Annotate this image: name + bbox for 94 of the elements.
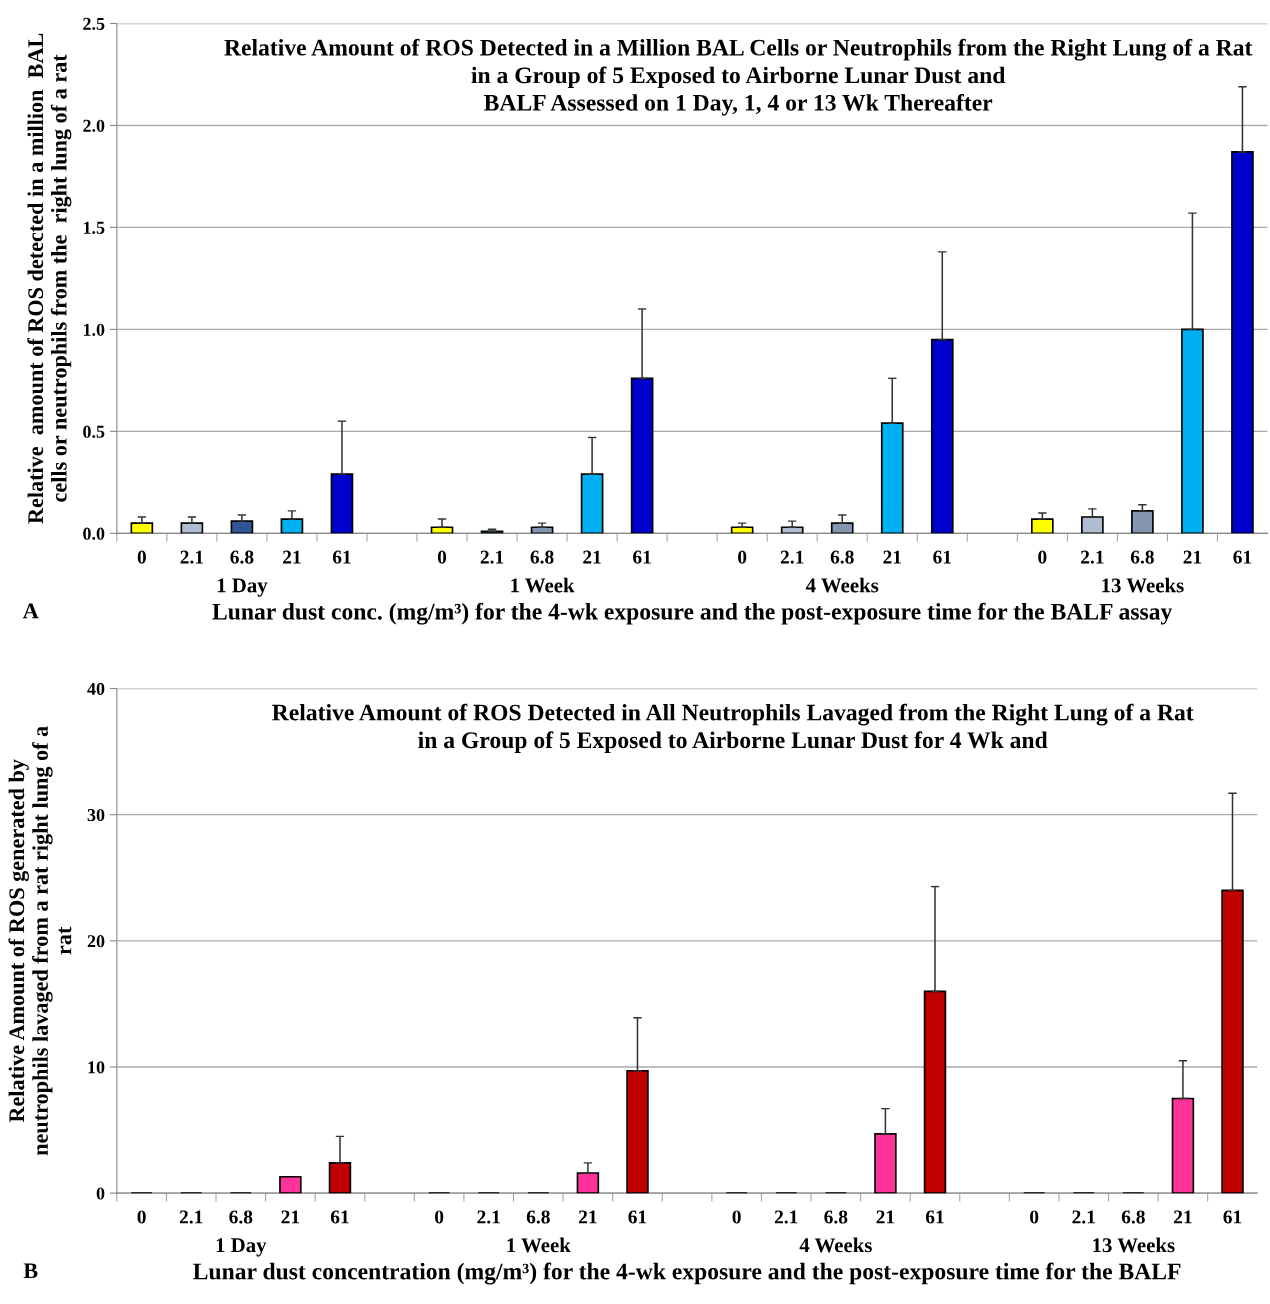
y-tick-label: 30 <box>87 808 105 822</box>
x-tick-label: 2.1 <box>1081 550 1104 564</box>
bar <box>630 377 654 534</box>
x-tick-label: 6.8 <box>229 1210 253 1224</box>
text: 1 Day <box>216 1238 267 1257</box>
x-tick-label: 61 <box>1233 550 1252 564</box>
bar <box>874 1133 897 1194</box>
bar <box>180 522 204 534</box>
x-tick-label: 0 <box>137 550 146 564</box>
x-tick-label: 6.8 <box>526 1210 550 1224</box>
x-tick-label: 0 <box>1038 550 1047 564</box>
bar <box>1081 516 1104 534</box>
bar <box>1131 510 1154 534</box>
bar <box>730 526 754 534</box>
text: Relative Amount of ROS Detected in a Million BAL Cells or Neutrophils from the Right Lung of a Rat in a Group of 5 Exposed to Airborne Lunar Dust and BALF Assessed on 1 Day, 1, 4 or 13 Wk Thereafter <box>224 38 1253 116</box>
text: 4 Weeks <box>805 577 879 593</box>
x-tick-label: 2.1 <box>477 1210 500 1224</box>
bar <box>780 526 804 534</box>
y-tick-label: 40 <box>87 682 105 695</box>
x-tick-label: 0 <box>137 1210 146 1224</box>
text: Relative Amount of ROS Detected in All Neutrophils Lavaged from the Right Lung of a Rat in a Group of 5 Exposed to Airborne Lunar Dust for 4 Wk and <box>272 703 1194 753</box>
bar <box>626 1069 649 1194</box>
bar <box>328 1162 352 1194</box>
y-tick-label: 0 <box>96 1187 105 1200</box>
bar <box>1221 889 1244 1194</box>
x-axis-title: Lunar dust concentration (mg/m³) for the 4-wk exposure and the post-exposure time for the BALF <box>193 1262 1181 1285</box>
y-tick-label: 10 <box>88 1061 105 1074</box>
x-tick-label: 21 <box>281 1210 300 1224</box>
x-tick-label: 2.1 <box>480 550 504 564</box>
bar <box>230 520 254 534</box>
bar <box>576 1172 600 1194</box>
x-tick-label: 0 <box>435 1210 444 1224</box>
x-tick-label: 6.8 <box>530 550 554 564</box>
x-tick-label: 6.8 <box>1130 550 1154 564</box>
bar <box>280 518 304 534</box>
x-tick-label: 2.1 <box>774 1210 798 1224</box>
bar <box>279 1175 302 1194</box>
y-tick-label: 2.5 <box>83 17 105 30</box>
bar <box>1181 328 1204 534</box>
text: A <box>22 603 39 619</box>
x-tick-label: 2.1 <box>180 550 204 564</box>
x-tick-label: 21 <box>578 1210 597 1224</box>
x-tick-label: 61 <box>1223 1210 1242 1224</box>
x-tick-label: 61 <box>628 1210 647 1224</box>
text: 4 Weeks <box>799 1237 872 1253</box>
x-tick-label: 6.8 <box>1121 1210 1145 1224</box>
text: 13 Weeks <box>1102 577 1184 593</box>
y-tick-label: 1.5 <box>83 221 105 234</box>
text: 1 Week <box>507 1237 571 1253</box>
bar <box>130 522 154 534</box>
text: 13 Weeks <box>1093 1237 1175 1253</box>
x-axis-title: Lunar dust conc. (mg/m³) for the 4-wk exposure and the post-exposure time for the BALF assay <box>212 602 1173 625</box>
text: B <box>23 1263 38 1279</box>
y-axis-title: Relative amount of ROS detected in a million BAL cells or neutrophils from the right lung of a rat <box>27 33 72 524</box>
x-tick-label: 0 <box>437 550 447 564</box>
bar <box>580 473 604 534</box>
x-tick-label: 6.8 <box>830 550 854 564</box>
bar <box>923 990 947 1194</box>
y-axis-title: Relative Amount of ROS generated by neutrophils lavaged from a rat right lung of a rat <box>8 726 72 1156</box>
x-tick-label: 0 <box>1030 1210 1039 1224</box>
x-tick-label: 61 <box>633 550 651 564</box>
text: 1 Week <box>511 577 575 593</box>
x-tick-label: 61 <box>330 1210 349 1224</box>
bar <box>930 338 954 534</box>
bar <box>1030 518 1054 534</box>
x-tick-label: 21 <box>883 550 901 564</box>
bar <box>880 422 904 534</box>
bar <box>1171 1097 1195 1194</box>
bar <box>1231 151 1254 534</box>
x-tick-label: 0 <box>738 550 747 564</box>
x-tick-label: 21 <box>583 550 601 564</box>
x-tick-label: 61 <box>332 550 351 564</box>
y-tick-label: 20 <box>87 935 105 948</box>
x-tick-label: 21 <box>283 550 301 564</box>
x-tick-label: 61 <box>933 550 951 564</box>
bar <box>830 522 854 534</box>
x-tick-label: 61 <box>925 1210 944 1224</box>
text: 1 Day <box>217 578 268 597</box>
y-tick-label: 2.0 <box>83 119 105 132</box>
x-tick-label: 21 <box>1174 1210 1192 1224</box>
x-tick-label: 6.8 <box>230 550 254 564</box>
x-tick-label: 2.1 <box>780 550 804 564</box>
x-tick-label: 6.8 <box>824 1210 848 1224</box>
x-tick-label: 21 <box>1183 550 1202 564</box>
x-tick-label: 21 <box>876 1210 895 1224</box>
x-tick-label: 2.1 <box>179 1210 203 1224</box>
x-tick-label: 0 <box>732 1210 741 1224</box>
bar <box>530 526 554 534</box>
bar <box>430 526 454 534</box>
bar <box>330 473 354 534</box>
x-tick-label: 2.1 <box>1072 1210 1095 1224</box>
y-tick-label: 0.5 <box>83 425 105 438</box>
y-tick-label: 1.0 <box>83 323 105 336</box>
y-tick-label: 0.0 <box>83 527 105 540</box>
